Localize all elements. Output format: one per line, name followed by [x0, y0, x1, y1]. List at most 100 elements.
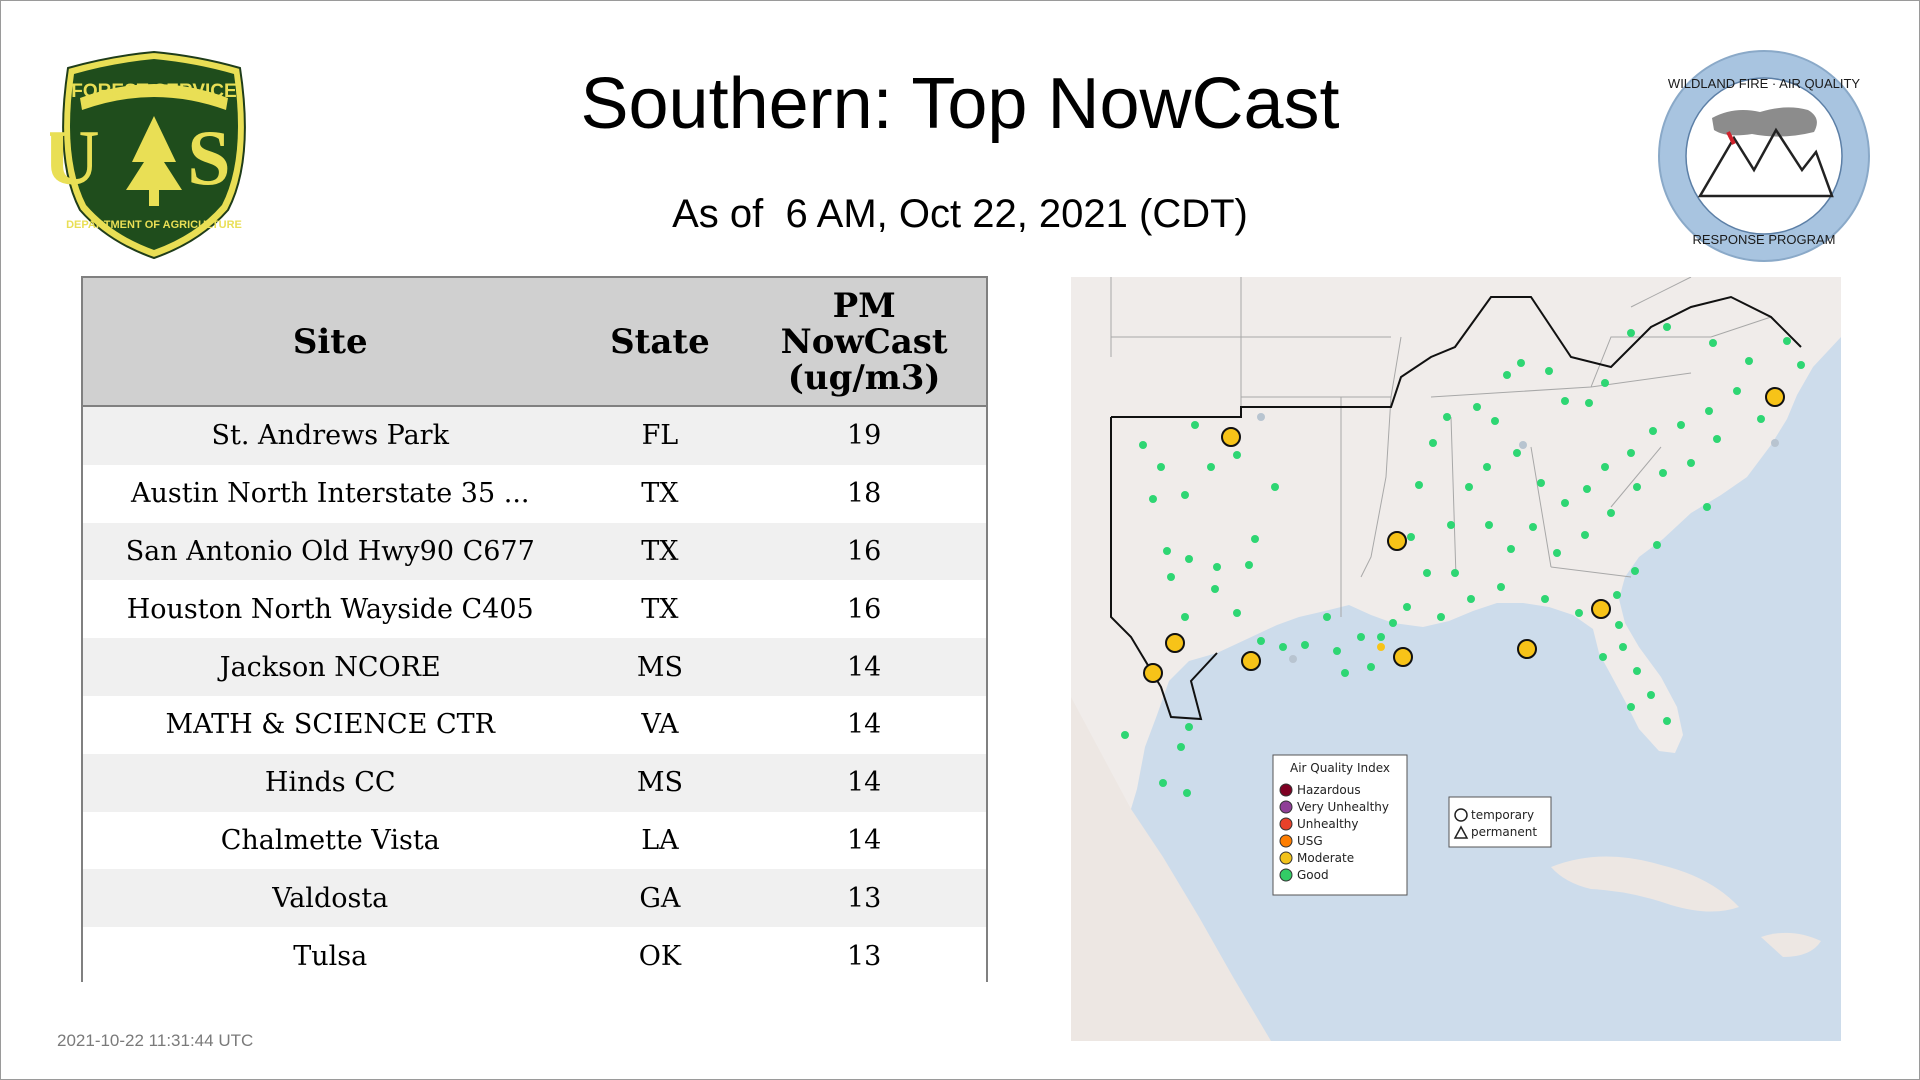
- good-marker: [1649, 427, 1657, 435]
- good-marker: [1619, 643, 1627, 651]
- good-marker: [1545, 367, 1553, 375]
- table-row: San Antonio Old Hwy90 C677 TX 16: [83, 522, 986, 581]
- page-title: Southern: Top NowCast: [580, 64, 1340, 144]
- value-cell: 13: [742, 927, 986, 985]
- good-marker: [1451, 569, 1459, 577]
- wfaq-bottom-text: RESPONSE PROGRAM: [1692, 232, 1835, 247]
- good-marker: [1245, 561, 1253, 569]
- good-marker: [1403, 603, 1411, 611]
- good-marker: [1627, 449, 1635, 457]
- good-marker: [1703, 503, 1711, 511]
- value-cell: 14: [742, 811, 986, 870]
- good-marker: [1705, 407, 1713, 415]
- good-marker: [1783, 337, 1791, 345]
- legend-unhealthy-label: Unhealthy: [1297, 817, 1358, 831]
- good-marker: [1233, 451, 1241, 459]
- moderate-monitor-markers: [1143, 387, 1785, 683]
- table-row: Austin North Interstate 35 ... TX 18: [83, 464, 986, 523]
- good-marker: [1157, 463, 1165, 471]
- good-marker: [1367, 663, 1375, 671]
- table-row: Tulsa OK 13: [83, 927, 986, 985]
- good-marker: [1357, 633, 1365, 641]
- col-header-state: State: [577, 278, 743, 407]
- good-marker: [1251, 535, 1259, 543]
- good-marker: [1437, 613, 1445, 621]
- good-marker: [1485, 521, 1493, 529]
- good-marker: [1233, 609, 1241, 617]
- us-land: [1071, 277, 1841, 809]
- table-row: Jackson NCORE MS 14: [83, 638, 986, 696]
- good-marker: [1271, 483, 1279, 491]
- hispaniola-land: [1761, 932, 1821, 957]
- value-cell: 14: [742, 695, 986, 754]
- as-of-subtitle: As of 6 AM, Oct 22, 2021 (CDT): [672, 192, 1248, 236]
- good-marker: [1323, 613, 1331, 621]
- good-marker: [1341, 669, 1349, 677]
- table-row: Hinds CC MS 14: [83, 753, 986, 812]
- good-monitor-markers: [1121, 323, 1805, 797]
- legend-very-unhealthy-label: Very Unhealthy: [1297, 800, 1389, 814]
- table-row: Valdosta GA 13: [83, 869, 986, 928]
- state-cell: TX: [577, 464, 743, 523]
- legend-usg-label: USG: [1297, 834, 1323, 848]
- good-marker: [1631, 567, 1639, 575]
- temporary-circle-icon: [1454, 808, 1468, 822]
- moderate-marker-chalmette: [1393, 647, 1413, 667]
- wfaq-top-text: WILDLAND FIRE · AIR QUALITY: [1668, 76, 1860, 91]
- site-cell: Houston North Wayside C405: [83, 580, 578, 639]
- good-marker: [1659, 469, 1667, 477]
- good-marker: [1139, 441, 1147, 449]
- good-marker: [1583, 485, 1591, 493]
- good-marker: [1733, 387, 1741, 395]
- legend-permanent-label: permanent: [1471, 825, 1537, 839]
- good-marker: [1517, 359, 1525, 367]
- good-marker: [1181, 491, 1189, 499]
- moderate-marker-virginia: [1765, 387, 1785, 407]
- good-marker: [1415, 481, 1423, 489]
- good-marker: [1211, 585, 1219, 593]
- aqi-monitor-map: Air Quality Index Hazardous Very Unhealt…: [1071, 277, 1841, 1041]
- site-cell: Chalmette Vista: [83, 811, 578, 870]
- table-row: St. Andrews Park FL 19: [83, 406, 986, 465]
- good-marker: [1465, 483, 1473, 491]
- good-marker: [1473, 403, 1481, 411]
- col-header-pm-nowcast: PM NowCast (ug/m3): [742, 278, 986, 407]
- state-cell: OK: [577, 927, 743, 985]
- good-marker: [1627, 329, 1635, 337]
- mexico-land: [1071, 697, 1271, 1041]
- good-marker: [1601, 463, 1609, 471]
- pm-header-line-1: PM: [832, 285, 896, 326]
- site-cell: Austin North Interstate 35 ...: [83, 464, 578, 523]
- good-marker: [1389, 619, 1397, 627]
- legend-good-swatch: [1279, 868, 1293, 882]
- moderate-marker-panama-city: [1517, 639, 1537, 659]
- good-marker: [1647, 691, 1655, 699]
- top-nowcast-table: Site State PM NowCast (ug/m3) St. Andrew…: [81, 276, 988, 985]
- good-marker: [1599, 653, 1607, 661]
- good-marker: [1677, 421, 1685, 429]
- shape-legend: temporary permanent: [1448, 796, 1552, 848]
- good-marker: [1615, 621, 1623, 629]
- good-marker: [1513, 449, 1521, 457]
- good-marker: [1613, 591, 1621, 599]
- good-marker: [1443, 413, 1451, 421]
- wildland-fire-aq-logo: WILDLAND FIRE · AIR QUALITY RESPONSE PRO…: [1658, 50, 1870, 262]
- usfs-bottom-text: DEPARTMENT OF AGRICULTURE: [66, 219, 242, 231]
- good-marker: [1585, 399, 1593, 407]
- good-marker: [1601, 379, 1609, 387]
- moderate-marker-houston: [1241, 651, 1261, 671]
- nodata-monitor-markers: [1257, 413, 1779, 663]
- legend-hazardous-swatch: [1279, 783, 1293, 797]
- legend-temporary-label: temporary: [1471, 808, 1534, 822]
- state-cell: TX: [577, 522, 743, 581]
- usfs-shield-logo: FOREST SERVICE U S DEPARTMENT OF AGRICUL…: [50, 50, 246, 260]
- good-marker: [1575, 609, 1583, 617]
- nodata-marker: [1289, 655, 1297, 663]
- permanent-triangle-icon: [1453, 825, 1469, 839]
- good-marker: [1797, 361, 1805, 369]
- good-marker: [1407, 533, 1415, 541]
- table-header-row: Site State PM NowCast (ug/m3): [83, 278, 986, 407]
- moderate-marker-valdosta: [1591, 599, 1611, 619]
- good-marker: [1537, 479, 1545, 487]
- good-marker: [1581, 531, 1589, 539]
